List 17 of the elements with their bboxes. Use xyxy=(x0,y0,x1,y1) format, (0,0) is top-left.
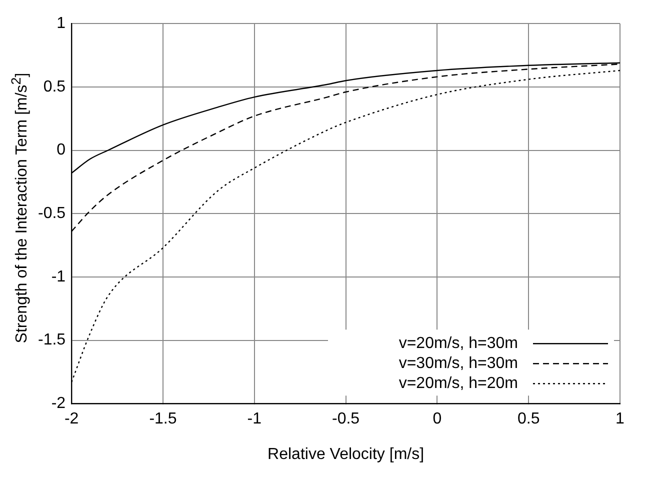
y-tick-label: 0.5 xyxy=(43,78,66,96)
legend-label: v=20m/s, h=20m xyxy=(398,375,518,392)
y-tick-label: 1 xyxy=(56,15,66,32)
y-tick-label: -1 xyxy=(51,268,66,286)
legend-label: v=30m/s, h=30m xyxy=(398,355,518,372)
legend-label: v=20m/s, h=30m xyxy=(398,335,518,352)
x-tick-label: -1 xyxy=(247,410,262,428)
y-tick-label: -0.5 xyxy=(38,205,66,222)
x-axis-title: Relative Velocity [m/s] xyxy=(268,446,424,463)
x-tick-label: 0 xyxy=(432,410,442,428)
y-tick-label: -2 xyxy=(51,395,66,412)
x-tick-label: -0.5 xyxy=(332,410,360,428)
x-tick-label: -1.5 xyxy=(149,410,177,428)
y-tick-label: -1.5 xyxy=(38,332,66,349)
y-tick-label: 0 xyxy=(56,142,66,159)
x-tick-label: 0.5 xyxy=(517,410,540,428)
x-tick-label: 1 xyxy=(616,410,625,428)
